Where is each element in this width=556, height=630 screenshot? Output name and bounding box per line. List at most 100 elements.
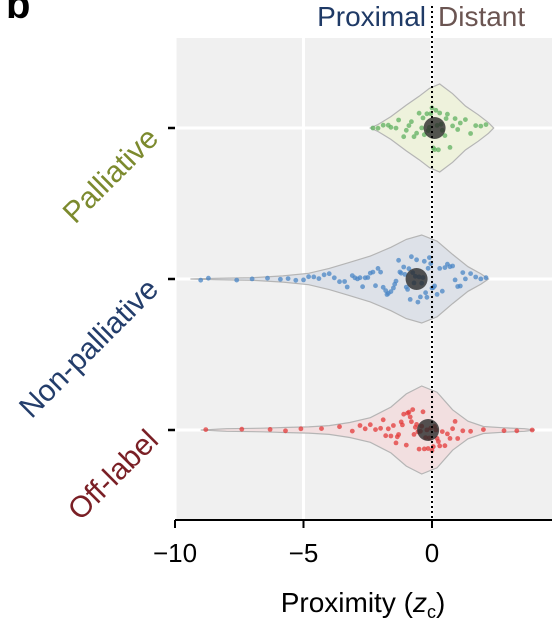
panel-letter: b [6,0,30,27]
point-2-1 [239,426,245,432]
point-0-35 [452,116,458,121]
point-1-80 [478,276,484,282]
point-1-5 [278,276,283,282]
median-marker-1 [405,268,428,290]
point-1-67 [437,266,443,271]
point-2-11 [373,427,378,432]
point-1-17 [344,284,350,290]
point-1-11 [316,276,322,281]
point-1-1 [206,275,211,281]
point-2-54 [447,436,453,441]
point-2-61 [501,428,507,434]
point-1-35 [391,285,396,291]
point-0-30 [442,133,448,139]
point-1-8 [301,277,306,283]
point-2-57 [455,436,461,441]
point-2-6 [337,424,342,430]
point-1-24 [365,275,371,280]
point-0-27 [437,110,443,116]
point-1-66 [434,292,440,297]
point-1-79 [473,274,479,280]
x-axis-title-sub: c [427,602,436,622]
point-0-31 [443,116,449,121]
point-1-65 [432,283,437,289]
point-2-29 [410,407,416,412]
direction-label-distant: Distant [438,1,525,32]
point-2-62 [514,428,520,434]
point-0-13 [416,110,422,116]
point-1-21 [357,275,363,281]
point-2-2 [267,427,273,432]
point-1-59 [424,294,430,300]
category-label-1: Non-palliative [13,273,165,425]
median-markers [405,117,446,441]
category-label-2: Off-label [62,424,165,527]
point-2-58 [460,428,466,434]
point-2-4 [298,426,304,432]
point-2-59 [468,428,473,434]
median-marker-2 [417,419,440,441]
point-0-2 [380,122,386,128]
point-1-12 [321,272,327,278]
point-2-55 [450,426,455,432]
point-0-36 [455,127,461,132]
point-2-7 [349,428,355,434]
point-0-42 [483,122,489,127]
point-1-61 [427,255,432,260]
point-1-4 [265,275,270,281]
point-2-26 [406,409,412,415]
point-1-14 [331,275,337,281]
point-1-58 [423,290,428,296]
point-2-13 [380,417,386,423]
point-2-0 [203,427,209,432]
direction-label-proximal: Proximal [317,1,426,32]
point-1-75 [457,283,463,289]
point-2-56 [452,419,458,424]
point-0-7 [401,134,407,140]
point-0-41 [478,123,484,129]
point-2-41 [425,446,431,451]
point-1-16 [342,279,347,284]
point-1-7 [293,277,299,283]
point-0-32 [445,111,450,117]
point-1-34 [388,289,394,294]
point-1-10 [311,274,317,280]
point-0-15 [420,115,426,121]
violin-1 [190,234,490,324]
point-1-57 [421,258,427,264]
point-0-6 [396,117,401,123]
point-1-44 [405,287,410,292]
point-2-52 [442,443,448,449]
violin-2 [200,385,535,475]
x-axis-title: Proximity (zc) [281,587,446,622]
x-axis: −10 −5 0 [153,519,552,568]
point-1-52 [415,299,421,305]
point-1-73 [452,277,458,283]
point-2-10 [367,422,373,428]
point-0-5 [393,125,399,131]
point-2-8 [357,423,363,428]
point-1-28 [375,266,381,271]
x-tick-label-1: −5 [289,538,319,568]
point-2-5 [319,426,324,431]
point-1-72 [450,263,455,269]
point-2-12 [378,425,383,431]
point-1-76 [460,270,466,275]
point-2-9 [362,426,368,432]
point-2-18 [393,440,399,446]
point-2-3 [283,428,288,434]
x-axis-title-close: ) [436,587,445,618]
point-0-39 [468,131,473,136]
point-2-15 [385,426,391,432]
point-0-1 [375,125,381,131]
point-1-78 [468,271,473,276]
point-2-14 [383,433,389,439]
point-2-17 [391,423,396,428]
point-1-60 [425,265,431,271]
point-2-28 [409,419,414,425]
point-1-41 [401,264,407,270]
point-1-30 [380,284,386,290]
point-1-9 [306,274,311,280]
point-0-24 [433,107,439,113]
